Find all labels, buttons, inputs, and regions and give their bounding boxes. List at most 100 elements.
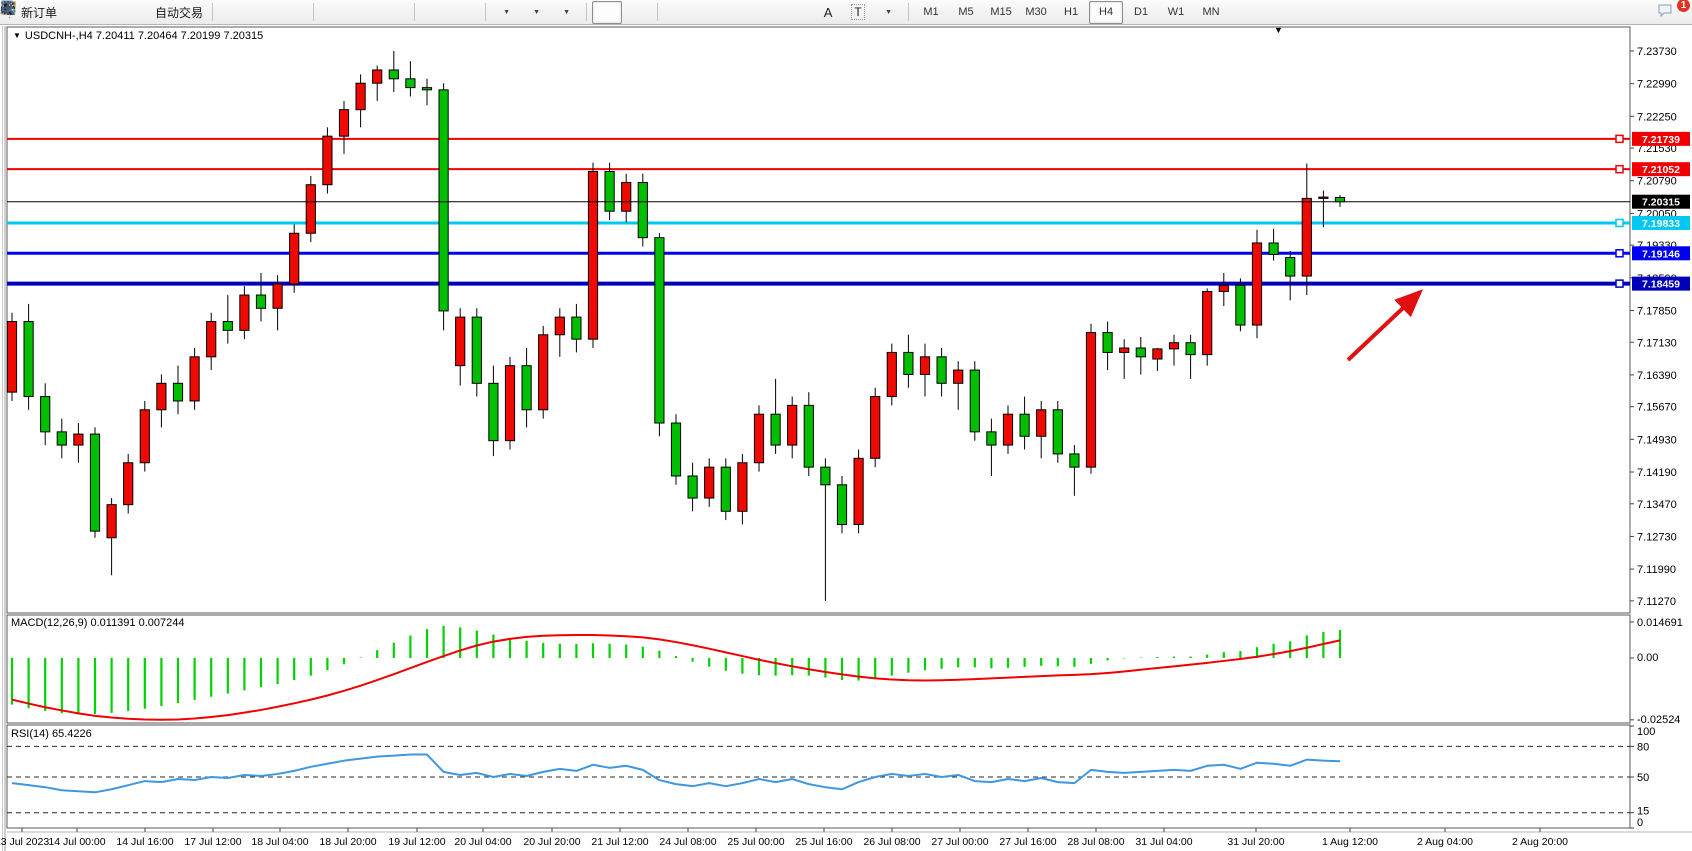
candle-body: [405, 78, 416, 89]
bar-chart-mode-button[interactable]: [2, 1, 248, 24]
horizontal-line-tool-button[interactable]: [1, 1, 723, 24]
candle-body: [1119, 347, 1130, 353]
rsi-level-lines: [7, 745, 1630, 814]
text-tool-button[interactable]: A: [813, 1, 843, 24]
rsi-axis[interactable]: 100 80 50 150: [1630, 725, 1655, 829]
cursor-tool-button[interactable]: [4, 0, 623, 24]
rsi-layer: [11, 753, 1341, 794]
auto-scroll-button[interactable]: [3, 1, 450, 24]
timeframe-button-W1[interactable]: W1: [1167, 6, 1185, 18]
candle-body: [720, 466, 731, 512]
chart-shift-button[interactable]: [3, 1, 480, 24]
timeframe-button-M30[interactable]: M30: [1025, 6, 1047, 18]
candlestick-mode-button[interactable]: [2, 1, 278, 24]
zoom-in-button[interactable]: [1, 1, 349, 24]
text-label-tool-button[interactable]: T: [843, 1, 873, 24]
new-order-button[interactable]: 新订单: [1, 0, 61, 24]
candle-body: [272, 283, 283, 309]
svg-text:31 Jul 20:00: 31 Jul 20:00: [1227, 836, 1284, 848]
svg-text:7.21739: 7.21739: [1642, 134, 1680, 146]
price-axis[interactable]: 7.237307.229907.222507.215307.207907.200…: [1630, 46, 1677, 608]
candle-body: [471, 316, 482, 384]
timeframe-button-H4[interactable]: H4: [1089, 0, 1124, 24]
text-tool-icon: A: [823, 4, 833, 20]
chart-menu-arrow-icon[interactable]: ▼: [1274, 25, 1283, 35]
candle-body: [355, 82, 366, 111]
line-chart-mode-button[interactable]: [1, 1, 308, 24]
price-badges: 7.21739 7.21052 7.19833 7.19146 7.18459 7.203…: [1632, 131, 1690, 291]
chat-bubble-icon: [1658, 4, 1672, 17]
vertical-line-tool-button[interactable]: [7, 1, 693, 24]
timeframe-button-D1[interactable]: D1: [1134, 6, 1149, 18]
candle-body: [372, 69, 383, 84]
indicators-button[interactable]: ▼: [0, 1, 521, 24]
svg-text:20 Jul 20:00: 20 Jul 20:00: [523, 836, 580, 848]
time-axis[interactable]: 13 Jul 2023 14 Jul 00:00 14 Jul 16:00 17 Ju…: [0, 828, 1568, 848]
timeframe-button-H1[interactable]: H1: [1064, 6, 1079, 18]
trendline-tool-button[interactable]: [1, 1, 753, 24]
market-watch-button[interactable]: [0, 1, 121, 24]
timeframe-button-M5[interactable]: M5: [958, 6, 974, 18]
candle-body: [73, 433, 84, 446]
svg-text:0: 0: [1637, 817, 1643, 829]
svg-text:21 Jul 12:00: 21 Jul 12:00: [591, 836, 648, 848]
timeframe-button-MN[interactable]: MN: [1202, 6, 1220, 18]
timeframe-button-M15[interactable]: M15: [990, 6, 1012, 18]
svg-text:7.17130: 7.17130: [1637, 337, 1677, 349]
svg-text:100: 100: [1637, 726, 1655, 738]
crosshair-tool-button[interactable]: [1, 1, 652, 24]
svg-text:14 Jul 00:00: 14 Jul 00:00: [48, 836, 105, 848]
candle-body: [604, 170, 615, 212]
svg-text:27 Jul 16:00: 27 Jul 16:00: [999, 836, 1056, 848]
templates-button[interactable]: ▼: [1, 1, 581, 24]
timeframe-button-M1[interactable]: M1: [923, 6, 939, 18]
zoom-out-button[interactable]: [1, 1, 379, 24]
toolbar-separator: [657, 3, 659, 21]
periods-button[interactable]: ▼: [1, 1, 551, 24]
signals-button[interactable]: [1, 1, 151, 24]
candle-body: [986, 431, 997, 446]
candle-body: [1152, 348, 1163, 360]
svg-text:-0.02524: -0.02524: [1637, 714, 1680, 726]
new-order-label: 新订单: [21, 5, 58, 20]
dropdown-caret-icon: ▼: [885, 8, 892, 16]
svg-text:19 Jul 12:00: 19 Jul 12:00: [388, 836, 445, 848]
candle-body: [670, 422, 682, 477]
candle-body: [40, 396, 51, 433]
autotrading-button[interactable]: 自动交易: [0, 0, 207, 24]
svg-text:7.22250: 7.22250: [1637, 111, 1677, 123]
svg-text:7.20315: 7.20315: [1642, 197, 1680, 209]
candle-body: [1268, 242, 1279, 255]
candle-body: [1218, 284, 1229, 293]
arrow-annotation[interactable]: [1346, 289, 1423, 362]
candle-body: [1002, 413, 1014, 446]
rsi-line: [11, 753, 1341, 794]
main-toolbar: 新订单 自动交易 ▼ ▼: [0, 0, 1692, 25]
search-button[interactable]: [1, 1, 1656, 24]
styler-button[interactable]: [2, 1, 91, 24]
macd-axis[interactable]: 0.014691 0.00 -0.02524: [1630, 617, 1683, 726]
toolbar-separator: [212, 3, 214, 21]
toolbar-separator: [586, 3, 588, 21]
candle-body: [338, 109, 350, 137]
arrows-tool-button[interactable]: ▼: [2, 1, 903, 24]
candle-body: [737, 462, 748, 512]
svg-text:7.16390: 7.16390: [1637, 370, 1677, 382]
candles-layer[interactable]: [6, 51, 1346, 601]
channel-tool-button[interactable]: E: [0, 1, 783, 24]
autotrading-label: 自动交易: [155, 5, 204, 20]
tile-windows-button[interactable]: [2, 1, 409, 24]
candle-body: [621, 182, 632, 212]
candle-body: [455, 316, 466, 367]
svg-text:2 Aug 20:00: 2 Aug 20:00: [1512, 836, 1568, 848]
candle-body: [554, 316, 565, 336]
svg-text:7.19146: 7.19146: [1642, 248, 1680, 260]
toolbar-separator: [313, 3, 315, 21]
svg-text:18 Jul 20:00: 18 Jul 20:00: [319, 836, 376, 848]
notifications-button[interactable]: 1: [1656, 0, 1691, 24]
svg-text:7.20790: 7.20790: [1637, 176, 1677, 188]
fibonacci-tool-button[interactable]: F: [1, 1, 813, 24]
svg-text:25 Jul 00:00: 25 Jul 00:00: [727, 836, 784, 848]
candle-body: [322, 135, 333, 186]
